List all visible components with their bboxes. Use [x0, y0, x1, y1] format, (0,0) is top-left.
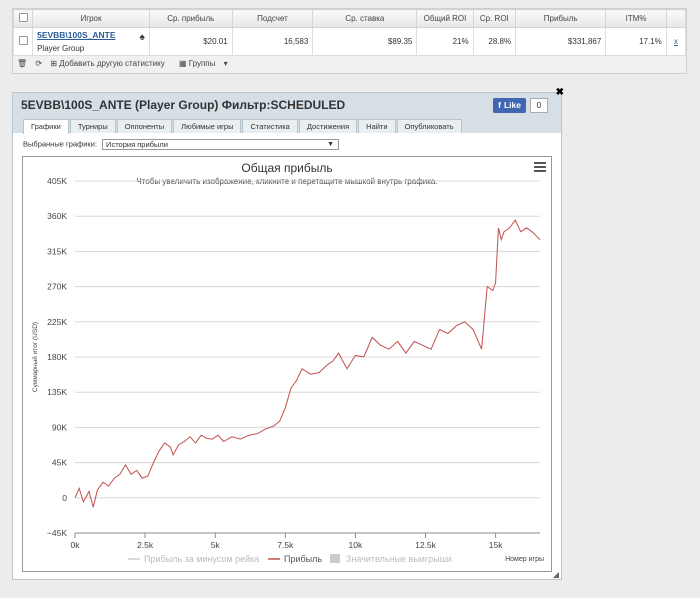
tab-charts[interactable]: Графики [23, 119, 69, 134]
y-tick-label: −45K [47, 528, 67, 538]
player-cell: ♠ 5EVBB\100S_ANTE Player Group [32, 27, 150, 56]
y-tick-label: 270K [47, 282, 67, 292]
column-header[interactable]: Прибыль [515, 9, 607, 28]
avg-stake-cell: $89.35 [312, 27, 418, 56]
x-tick-label: 10k [349, 540, 363, 550]
tab-tournaments[interactable]: Турниры [69, 119, 116, 133]
player-group-label: Player Group [37, 44, 85, 53]
tab-search[interactable]: Найти [358, 119, 396, 133]
chart-select-row: Выбранные графики: История прибыли ▼ [13, 133, 561, 150]
player-link[interactable]: 5EVBB\100S_ANTE [37, 30, 116, 40]
refresh-icon[interactable]: ⟳ [35, 59, 43, 68]
stats-table: Игрок Ср. прибыль Подсчет Ср. ставка Общ… [12, 9, 687, 56]
x-tick-label: 2.5k [137, 540, 154, 550]
y-tick-label: 315K [47, 246, 67, 256]
menu-icon[interactable] [534, 162, 546, 174]
groups-dropdown[interactable]: ▦ Группы ▾ [178, 59, 228, 68]
x-tick-label: 0k [71, 540, 81, 550]
close-icon[interactable]: ✖ [555, 87, 564, 98]
window-title: 5EVBB\100S_ANTE (Player Group) Фильтр:SC… [21, 98, 346, 112]
column-header[interactable]: Ср. ROI [472, 9, 517, 28]
remove-row-button[interactable]: x [665, 27, 687, 56]
y-tick-label: 135K [47, 387, 67, 397]
column-header[interactable]: Ср. прибыль [148, 9, 233, 28]
player-type-icon: ♠ [139, 32, 145, 43]
like-label: Like [503, 100, 521, 110]
window-header: 5EVBB\100S_ANTE (Player Group) Фильтр:SC… [13, 87, 564, 117]
chart-window: 5EVBB\100S_ANTE (Player Group) Фильтр:SC… [12, 87, 564, 580]
add-stats-label: Добавить другую статистику [59, 59, 165, 68]
facebook-like-button[interactable]: f Like [493, 98, 526, 113]
profit-chart[interactable]: 405K 360K 315K 270K 225K 180K 135K 90K 45K 0 −45K 0… [23, 157, 553, 573]
y-tick-label: 0 [62, 493, 67, 503]
y-tick-label: 360K [47, 211, 67, 221]
trash-icon[interactable]: 🗑 [17, 59, 28, 68]
x-tick-label: 7.5k [277, 540, 294, 550]
column-header[interactable]: Общий ROI [416, 9, 474, 28]
legend-symbol [330, 554, 340, 563]
select-all-checkbox[interactable] [12, 9, 34, 28]
column-header[interactable]: Ср. ставка [312, 9, 418, 28]
tab-favorite-games[interactable]: Любимые игры [173, 119, 242, 133]
x-tick-label: 5k [211, 540, 221, 550]
chart-select-value: История прибыли [106, 140, 168, 149]
resize-handle-icon[interactable]: ◢ [552, 570, 559, 579]
legend-item: Прибыль за минусом рейка [144, 554, 259, 564]
tab-opponents[interactable]: Оппоненты [116, 119, 173, 133]
legend-item: Прибыль [284, 554, 322, 564]
chevron-down-icon: ▼ [327, 141, 335, 148]
tab-achievements[interactable]: Достижения [298, 119, 358, 133]
stats-panel: Игрок Ср. прибыль Подсчет Ср. ставка Общ… [12, 8, 687, 74]
stats-toolbar: 🗑 ⟳ ⊞ Добавить другую статистику ▦ Групп… [13, 55, 686, 73]
profit-cell: $331,867 [515, 27, 607, 56]
column-header[interactable]: Подсчет [231, 9, 314, 28]
tab-bar: Графики Турниры Оппоненты Любимые игры Стати… [13, 117, 561, 134]
column-header-empty [665, 9, 687, 28]
legend-item: Значительные выигрыши [346, 554, 452, 564]
column-header[interactable]: Игрок [32, 9, 150, 28]
chart-select[interactable]: История прибыли ▼ [102, 139, 340, 150]
chart-frame: Общая прибыль Чтобы увеличить изображени… [22, 156, 552, 572]
tab-statistics[interactable]: Статистика [242, 119, 298, 133]
itm-cell: 17.1% [605, 27, 667, 56]
table-header-row: Игрок Ср. прибыль Подсчет Ср. ставка Общ… [12, 9, 687, 28]
y-tick-label: 225K [47, 317, 67, 327]
tab-publish[interactable]: Опубликовать [396, 119, 462, 133]
y-tick-label: 90K [52, 422, 67, 432]
y-axis-title: Суммарный итог (USD) [31, 322, 39, 392]
groups-label: Группы [188, 59, 216, 68]
chart-title: Общая прибыль [241, 161, 333, 175]
like-count: 0 [530, 98, 548, 113]
y-tick-label: 45K [52, 458, 67, 468]
avg-profit-cell: $20.01 [148, 27, 233, 56]
y-tick-label: 405K [47, 176, 67, 186]
x-axis-title: Номер игры [505, 556, 544, 563]
x-tick-label: 12.5k [415, 540, 437, 550]
facebook-icon: f [498, 100, 501, 110]
chart-select-label: Выбранные графики: [23, 139, 97, 149]
row-checkbox[interactable] [12, 27, 34, 56]
total-roi-cell: 21% [416, 27, 474, 56]
table-row: ♠ 5EVBB\100S_ANTE Player Group $20.01 16… [12, 27, 687, 56]
add-stats-button[interactable]: ⊞ Добавить другую статистику [50, 59, 165, 68]
y-tick-label: 180K [47, 352, 67, 362]
column-header[interactable]: ITM% [605, 9, 667, 28]
x-tick-label: 15k [489, 540, 503, 550]
series-line-profit [74, 219, 541, 508]
avg-roi-cell: 28.8% [472, 27, 517, 56]
count-cell: 16,583 [231, 27, 314, 56]
